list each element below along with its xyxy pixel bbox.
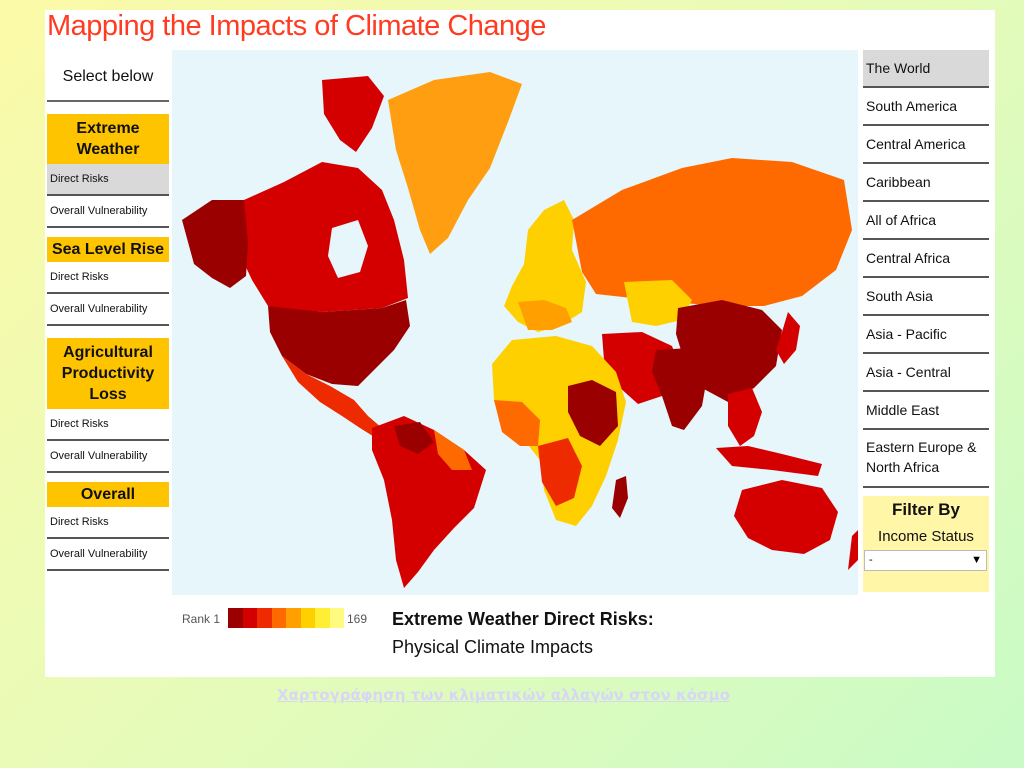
map-russia[interactable] bbox=[572, 158, 852, 306]
income-status-select[interactable]: - ▼ bbox=[864, 550, 987, 571]
region-asia-central[interactable]: Asia - Central bbox=[863, 354, 989, 392]
sea-level-rise-direct-risks[interactable]: Direct Risks bbox=[47, 262, 169, 294]
map-india[interactable] bbox=[652, 348, 708, 430]
legend-min-label: Rank 1 bbox=[182, 612, 221, 626]
map-japan[interactable] bbox=[776, 312, 800, 364]
region-asia-pacific[interactable]: Asia - Pacific bbox=[863, 316, 989, 354]
map-arctic-islands[interactable] bbox=[322, 76, 384, 152]
region-all-of-africa[interactable]: All of Africa bbox=[863, 202, 989, 240]
map-mexico-central-america[interactable] bbox=[282, 356, 382, 438]
category-extreme-weather: Extreme Weather bbox=[47, 114, 169, 164]
legend-color-scale bbox=[228, 608, 344, 628]
legend-swatch bbox=[271, 608, 286, 628]
region-the-world[interactable]: The World bbox=[863, 50, 989, 88]
map-greenland[interactable] bbox=[388, 72, 522, 254]
map-alaska[interactable] bbox=[182, 200, 248, 288]
overall-direct-risks[interactable]: Direct Risks bbox=[47, 507, 169, 539]
region-middle-east[interactable]: Middle East bbox=[863, 392, 989, 430]
category-sea-level-rise: Sea Level Rise bbox=[47, 237, 169, 262]
category-agricultural-productivity-loss: Agricultural Productivity Loss bbox=[47, 338, 169, 409]
category-overall: Overall bbox=[47, 482, 169, 507]
dropdown-arrow-icon: ▼ bbox=[971, 554, 982, 566]
filter-panel: Filter By Income Status - ▼ bbox=[863, 496, 989, 592]
extreme-weather-direct-risks[interactable]: Direct Risks bbox=[47, 164, 169, 196]
legend-swatch bbox=[329, 608, 344, 628]
region-south-asia[interactable]: South Asia bbox=[863, 278, 989, 316]
filter-title: Filter By bbox=[891, 500, 961, 519]
map-new-zealand[interactable] bbox=[848, 530, 858, 570]
map-canada[interactable] bbox=[238, 162, 408, 312]
sea-level-rise-overall-vulnerability[interactable]: Overall Vulnerability bbox=[47, 294, 169, 326]
extreme-weather-overall-vulnerability[interactable]: Overall Vulnerability bbox=[47, 196, 169, 228]
region-eastern-europe-north-africa[interactable]: Eastern Europe & North Africa bbox=[863, 430, 989, 488]
select-below-label: Select below bbox=[47, 62, 169, 102]
app-title: Mapping the Impacts of Climate Change bbox=[47, 10, 546, 42]
map-europe[interactable] bbox=[504, 200, 586, 332]
map-indonesia[interactable] bbox=[716, 446, 822, 476]
right-panel: The World South America Central America … bbox=[863, 50, 989, 592]
map-madagascar[interactable] bbox=[612, 476, 628, 518]
map-usa[interactable] bbox=[268, 300, 410, 386]
legend-swatch bbox=[315, 608, 330, 628]
map-southeast-asia[interactable] bbox=[728, 388, 762, 446]
region-central-america[interactable]: Central America bbox=[863, 126, 989, 164]
region-central-africa[interactable]: Central Africa bbox=[863, 240, 989, 278]
income-status-value: - bbox=[869, 554, 873, 566]
legend-swatch bbox=[257, 608, 272, 628]
map-australia[interactable] bbox=[734, 480, 838, 554]
agriculture-overall-vulnerability[interactable]: Overall Vulnerability bbox=[47, 441, 169, 473]
world-map[interactable] bbox=[172, 50, 858, 595]
legend-swatch bbox=[286, 608, 301, 628]
legend-swatch bbox=[228, 608, 243, 628]
map-heading: Extreme Weather Direct Risks: bbox=[392, 609, 654, 629]
filter-subtitle: Income Status bbox=[878, 528, 974, 545]
legend-swatch bbox=[242, 608, 257, 628]
left-panel: Select below Extreme Weather Direct Risk… bbox=[47, 62, 169, 571]
app-window: Mapping the Impacts of Climate Change Se… bbox=[45, 10, 995, 677]
region-caribbean[interactable]: Caribbean bbox=[863, 164, 989, 202]
region-south-america[interactable]: South America bbox=[863, 88, 989, 126]
overall-overall-vulnerability[interactable]: Overall Vulnerability bbox=[47, 539, 169, 571]
legend-swatch bbox=[300, 608, 315, 628]
legend-max-label: 169 bbox=[347, 612, 368, 626]
footer-link[interactable]: Χαρτογράφηση των κλιματικών αλλαγών στον… bbox=[277, 686, 730, 704]
agriculture-direct-risks[interactable]: Direct Risks bbox=[47, 409, 169, 441]
map-subheading: Physical Climate Impacts bbox=[392, 637, 594, 657]
